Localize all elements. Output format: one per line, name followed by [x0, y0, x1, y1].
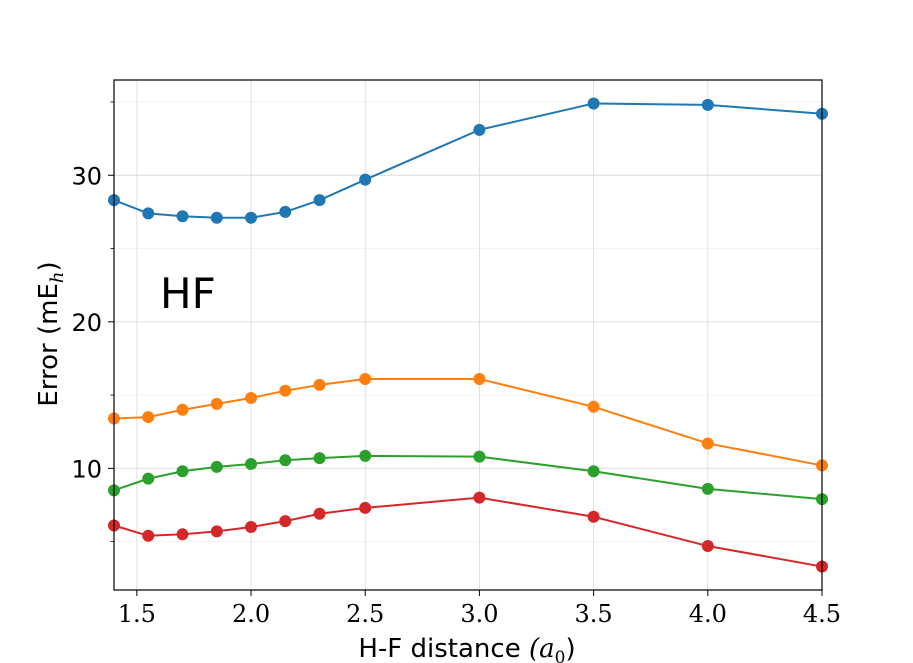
series-3-point: [245, 457, 258, 470]
series-4-point: [473, 491, 486, 504]
series-2-point: [587, 400, 600, 413]
y-tick-label: 10: [71, 455, 102, 483]
series-3-point: [279, 454, 292, 467]
series-layer: [108, 97, 828, 573]
series-2-point: [313, 378, 326, 391]
series-4: [108, 491, 828, 573]
grid: [114, 80, 823, 590]
x-tick-label: 2.5: [346, 600, 384, 628]
series-1-point: [359, 173, 372, 186]
series-1-point: [142, 207, 155, 220]
x-tick-label: 4.5: [803, 600, 841, 628]
series-2-point: [176, 403, 189, 416]
series-1-point: [473, 123, 486, 136]
series-4-point: [279, 515, 292, 528]
series-3-point: [359, 449, 372, 462]
series-2-point: [701, 437, 714, 450]
series-2-point: [142, 411, 155, 424]
series-2-point: [359, 372, 372, 385]
series-3: [108, 449, 828, 506]
x-tick-label: 1.5: [118, 600, 156, 628]
x-tick-label: 4.0: [689, 600, 727, 628]
series-1-point: [279, 205, 292, 218]
x-axis-label: H-F distance (a0): [358, 634, 575, 663]
series-3-point: [313, 452, 326, 465]
x-axis: 1.5 2.0 2.5 3.0 3.5 4.0 4.5: [118, 590, 841, 628]
y-tick-label: 30: [71, 162, 102, 190]
series-3-point: [210, 460, 223, 473]
series-1-point: [701, 98, 714, 111]
series-2-line: [113, 377, 823, 467]
x-tick-label: 3.0: [460, 600, 498, 628]
series-2-point: [279, 384, 292, 397]
series-4-point: [142, 529, 155, 542]
hf-annotation: HF: [160, 269, 216, 318]
series-1-point: [313, 194, 326, 207]
series-4-point: [587, 510, 600, 523]
series-4-point: [701, 540, 714, 553]
series-1-point: [245, 211, 258, 224]
series-3-point: [473, 450, 486, 463]
series-4-point: [210, 525, 223, 538]
series-4-point: [313, 507, 326, 520]
x-tick-label: 2.0: [232, 600, 270, 628]
series-3-point: [587, 465, 600, 478]
y-axis-label: Error (mEh): [34, 261, 68, 406]
series-3-point: [142, 472, 155, 485]
series-4-point: [245, 520, 258, 533]
series-4-point: [359, 501, 372, 514]
series-1: [108, 97, 828, 224]
y-tick-label: 20: [71, 309, 102, 337]
series-4-point: [176, 528, 189, 541]
series-1-point: [176, 210, 189, 223]
y-axis: 10 20 30: [71, 101, 114, 543]
series-2-point: [210, 397, 223, 410]
series-2-point: [473, 372, 486, 385]
series-1-point: [210, 211, 223, 224]
series-2-point: [245, 392, 258, 405]
x-tick-label: 3.5: [575, 600, 613, 628]
plot-frame: [113, 79, 823, 591]
series-3-point: [176, 465, 189, 478]
series-1-line: [113, 102, 823, 219]
series-1-point: [587, 97, 600, 110]
series-3-point: [701, 482, 714, 495]
series-2: [108, 372, 828, 472]
